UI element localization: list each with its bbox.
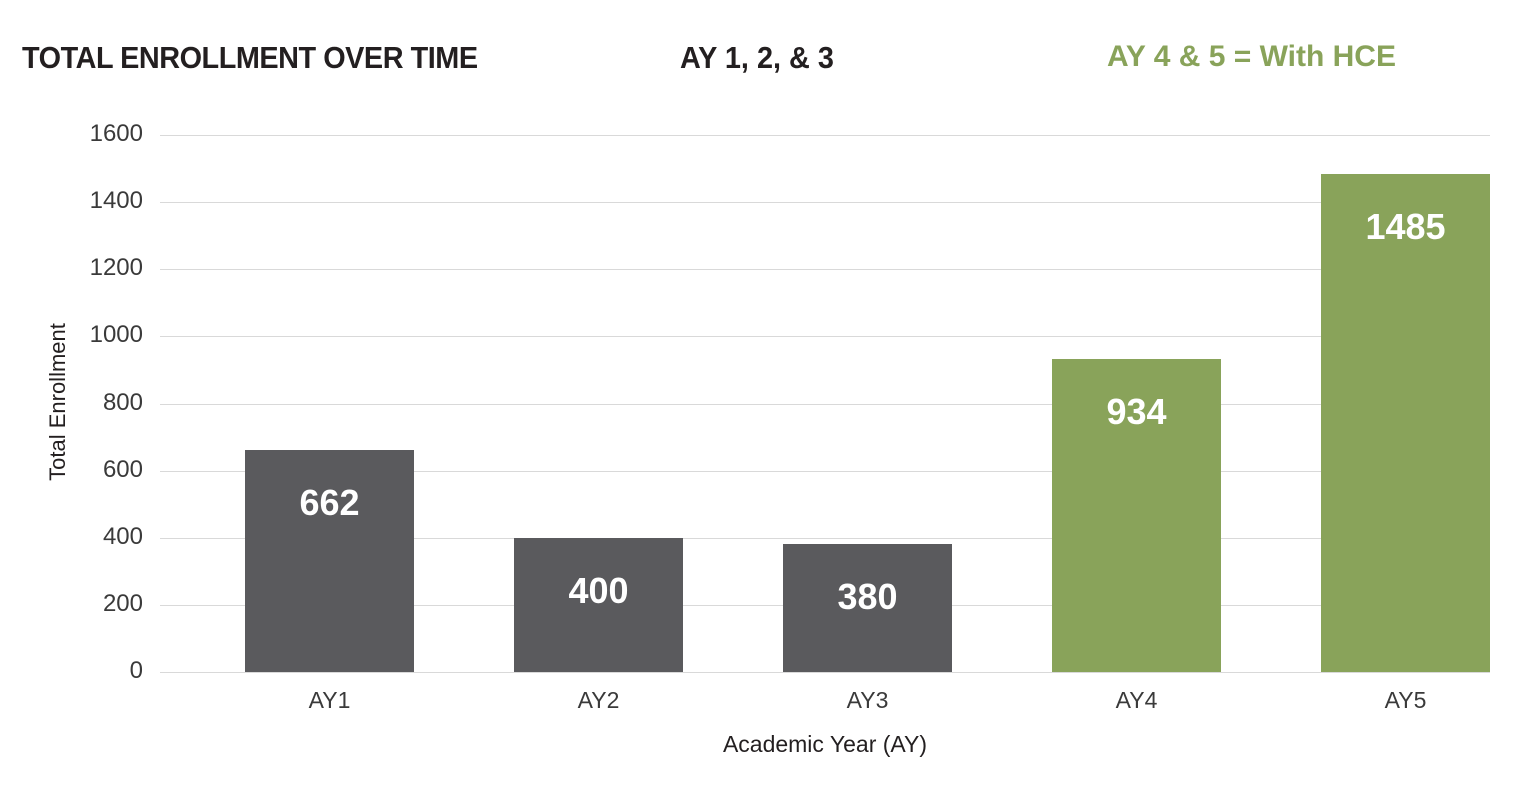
y-tick-label: 0 [129,657,143,684]
y-tick-label: 1400 [89,187,143,215]
chart-title: TOTAL ENROLLMENT OVER TIME [22,40,478,75]
gridline [160,672,1490,673]
bar-value-label: 934 [1106,390,1167,432]
y-tick-label: 200 [102,589,143,617]
gridline [160,202,1490,204]
bar-ay1: 662 [245,449,414,672]
gridline [160,269,1490,271]
y-axis-label: Total Enrollment [45,323,70,481]
gridline [160,336,1490,338]
bar-ay3: 380 [783,544,952,672]
bar-ay4: 934 [1052,358,1221,672]
chart-subtitle: AY 1, 2, & 3 [680,40,834,75]
x-tick-label: AY3 [846,687,889,713]
hce-note: AY 4 & 5 = With HCE [1107,40,1396,73]
x-tick-label: AY5 [1384,687,1427,713]
bar-value-label: 1485 [1365,205,1446,247]
bar-value-label: 380 [837,576,898,618]
y-tick-label: 1000 [89,321,143,349]
bar-value-label: 400 [568,569,629,611]
gridline [160,537,1490,539]
gridline [160,470,1490,472]
y-tick-label: 400 [102,522,143,550]
y-tick-label: 800 [102,388,143,416]
gridline [160,135,1490,136]
gridline [160,403,1490,405]
y-tick-label: 600 [102,455,143,483]
bar-ay2: 400 [514,537,683,672]
x-axis-label: Academic Year (AY) [722,731,928,757]
x-tick-label: AY2 [577,687,620,713]
bar-value-label: 662 [299,481,360,523]
x-tick-label: AY1 [308,687,351,713]
bar-ay5: 1485 [1321,173,1490,672]
x-tick-label: AY4 [1115,687,1158,713]
y-tick-label: 1200 [89,254,143,282]
y-tick-label: 1600 [89,120,143,147]
